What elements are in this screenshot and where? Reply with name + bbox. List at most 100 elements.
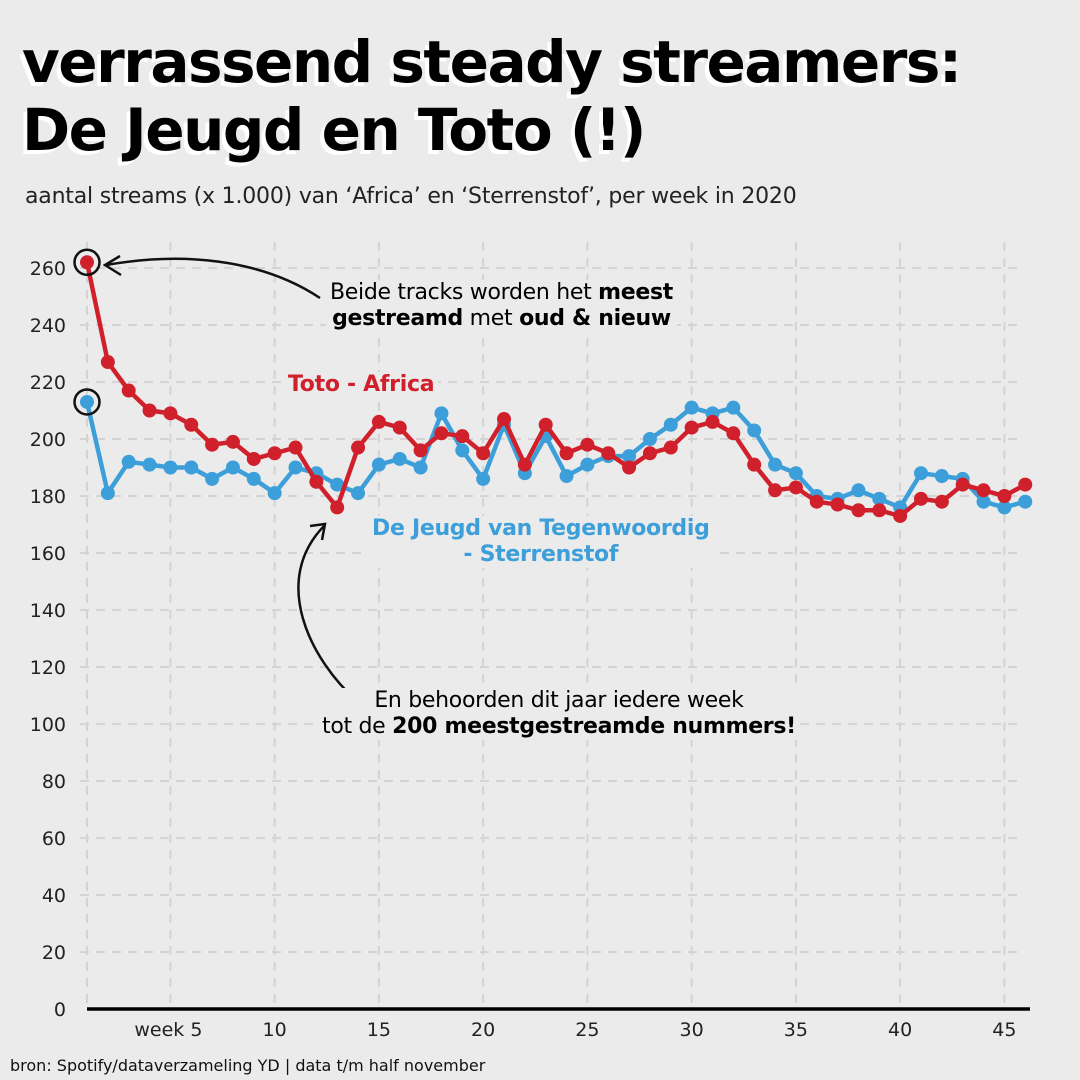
x-tick-label: week 5 [134, 1019, 202, 1041]
data-point [80, 394, 94, 409]
series-label-toto: Toto - Africa [284, 372, 439, 398]
series-group [80, 255, 1033, 523]
x-tick-label: 35 [784, 1019, 808, 1041]
y-tick-label: 140 [30, 600, 66, 622]
data-point [559, 446, 574, 461]
data-point [163, 406, 178, 421]
data-point [663, 440, 678, 455]
y-tick-label: 220 [30, 372, 66, 394]
data-point [497, 412, 511, 427]
annotation-top-bold: gestreamd [332, 306, 463, 331]
chart-title: verrassend steady streamers: De Jeugd en… [22, 28, 962, 164]
data-point [184, 460, 199, 475]
series-label-djvt: De Jeugd van Tegenwoordig - Sterrenstof [368, 516, 714, 568]
data-point [893, 508, 908, 523]
data-point [184, 417, 199, 432]
data-point [142, 457, 157, 472]
data-point [246, 451, 261, 466]
highlight-ring-icon [73, 388, 101, 416]
data-point [663, 417, 678, 432]
data-point [330, 500, 345, 515]
data-point [476, 446, 491, 461]
data-point [976, 494, 991, 509]
y-tick-label: 260 [30, 258, 66, 280]
data-point [788, 480, 803, 495]
arrow-top-icon [105, 257, 321, 300]
data-point [705, 414, 720, 429]
annotation-top-text: met [462, 306, 520, 331]
y-tick-label: 100 [30, 714, 66, 736]
data-point [413, 460, 428, 475]
data-point [517, 457, 532, 472]
x-axis: week 5 10 15 20 25 30 35 40 45 [134, 1019, 1016, 1041]
arrow-top-head-icon [102, 254, 122, 277]
series-line [84, 401, 1026, 510]
data-point [371, 457, 386, 472]
data-point [872, 491, 887, 506]
data-point [121, 383, 136, 398]
data-point [747, 423, 762, 438]
data-point [246, 471, 261, 486]
highlight-ring-icon [73, 248, 101, 277]
data-point [455, 429, 470, 444]
annotation-arrows [102, 254, 359, 703]
data-point [142, 403, 157, 418]
data-point [726, 400, 741, 415]
x-tick-label: 10 [263, 1019, 287, 1041]
data-point [163, 460, 178, 475]
data-point [684, 420, 699, 435]
series-label-djvt-line1: De Jeugd van Tegenwoordig [372, 516, 710, 541]
data-point [580, 457, 595, 472]
annotation-top-bold: oud & nieuw [519, 306, 671, 331]
data-point [476, 471, 491, 486]
data-point [872, 503, 887, 518]
data-point [601, 446, 616, 461]
data-point [205, 471, 220, 486]
x-tick-label: 40 [888, 1019, 912, 1041]
data-point [934, 469, 949, 484]
data-point [225, 460, 240, 475]
data-point [976, 483, 991, 498]
data-point [267, 486, 282, 501]
y-tick-label: 200 [30, 429, 66, 451]
data-point [288, 460, 303, 475]
data-point [914, 466, 928, 481]
data-point [747, 457, 762, 472]
data-point [684, 400, 699, 415]
x-tick-label: 30 [680, 1019, 704, 1041]
data-point [997, 500, 1012, 515]
data-point [434, 426, 449, 441]
series-line [84, 261, 1027, 519]
annotation-bottom-bold: 200 meestgestreamde nummers! [392, 714, 796, 739]
highlight-circles [73, 248, 101, 416]
grid [80, 242, 1024, 1009]
data-point [851, 483, 866, 498]
data-point [622, 460, 637, 475]
data-point [330, 477, 345, 492]
x-tick-label: 20 [471, 1019, 495, 1041]
data-point [100, 355, 115, 370]
annotation-top-bold: meest [598, 280, 674, 305]
data-point [309, 474, 324, 489]
arrow-bottom-head-icon [309, 522, 327, 541]
data-point [351, 486, 366, 501]
data-point [642, 446, 657, 461]
data-point [225, 434, 240, 449]
series-toto-africa [80, 255, 1033, 523]
data-point [351, 440, 366, 455]
annotation-bottom-text: En behoorden dit jaar iedere week [374, 688, 744, 713]
data-point [559, 469, 574, 484]
data-point [788, 466, 803, 481]
chart-subtitle: aantal streams (x 1.000) van ‘Africa’ en… [25, 184, 797, 209]
data-point [413, 443, 428, 458]
y-tick-label: 80 [42, 771, 66, 793]
data-point [392, 420, 407, 435]
data-point [997, 489, 1012, 503]
data-point [955, 477, 970, 492]
title-line-2: De Jeugd en Toto (!) [22, 96, 646, 164]
series-label-djvt-line2: - Sterrenstof [463, 542, 619, 567]
data-point [267, 446, 282, 461]
data-point [830, 497, 845, 512]
data-point [622, 449, 637, 464]
y-tick-label: 180 [30, 486, 66, 508]
